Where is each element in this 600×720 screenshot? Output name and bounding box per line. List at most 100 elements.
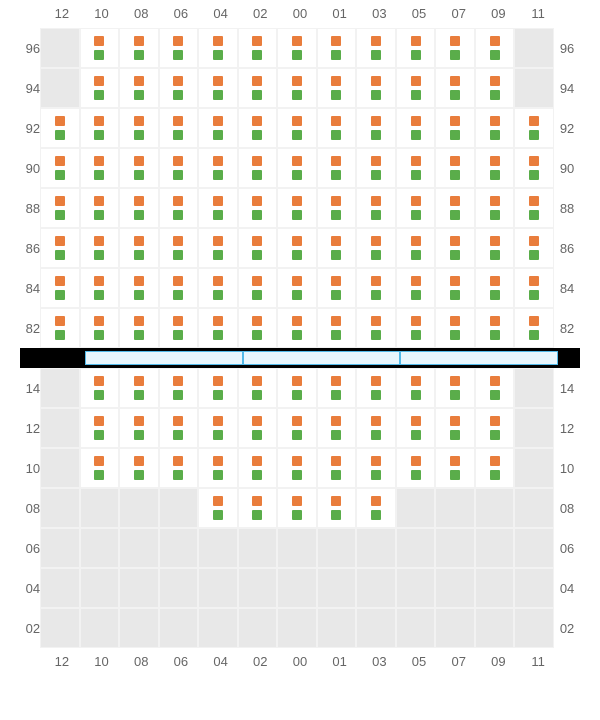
seat-cell[interactable] (356, 448, 396, 488)
seat-cell[interactable] (198, 28, 238, 68)
seat-cell[interactable] (277, 228, 317, 268)
seat-cell[interactable] (317, 448, 357, 488)
seat-cell[interactable] (80, 308, 120, 348)
seat-cell[interactable] (356, 68, 396, 108)
seat-cell[interactable] (159, 148, 199, 188)
seat-cell[interactable] (317, 148, 357, 188)
seat-cell[interactable] (159, 68, 199, 108)
seat-cell[interactable] (119, 188, 159, 228)
seat-cell[interactable] (198, 308, 238, 348)
seat-cell[interactable] (277, 28, 317, 68)
seat-cell[interactable] (159, 28, 199, 68)
seat-cell[interactable] (159, 268, 199, 308)
seat-cell[interactable] (475, 28, 515, 68)
seat-cell[interactable] (198, 448, 238, 488)
seat-cell[interactable] (198, 108, 238, 148)
seat-cell[interactable] (277, 368, 317, 408)
seat-cell[interactable] (40, 108, 80, 148)
seat-cell[interactable] (396, 108, 436, 148)
seat-cell[interactable] (435, 408, 475, 448)
seat-cell[interactable] (198, 188, 238, 228)
seat-cell[interactable] (198, 408, 238, 448)
seat-cell[interactable] (238, 148, 278, 188)
seat-cell[interactable] (396, 28, 436, 68)
seat-cell[interactable] (198, 488, 238, 528)
seat-cell[interactable] (277, 188, 317, 228)
seat-cell[interactable] (356, 188, 396, 228)
seat-cell[interactable] (317, 68, 357, 108)
seat-cell[interactable] (40, 148, 80, 188)
seat-cell[interactable] (119, 308, 159, 348)
seat-cell[interactable] (475, 268, 515, 308)
seat-cell[interactable] (435, 188, 475, 228)
seat-cell[interactable] (198, 68, 238, 108)
seat-cell[interactable] (238, 68, 278, 108)
seat-cell[interactable] (119, 368, 159, 408)
seat-cell[interactable] (317, 28, 357, 68)
seat-cell[interactable] (475, 448, 515, 488)
seat-cell[interactable] (40, 188, 80, 228)
seat-cell[interactable] (40, 308, 80, 348)
seat-cell[interactable] (396, 308, 436, 348)
seat-cell[interactable] (119, 68, 159, 108)
seat-cell[interactable] (435, 448, 475, 488)
seat-cell[interactable] (277, 268, 317, 308)
seat-cell[interactable] (317, 228, 357, 268)
seat-cell[interactable] (40, 268, 80, 308)
seat-cell[interactable] (277, 148, 317, 188)
seat-cell[interactable] (277, 108, 317, 148)
seat-cell[interactable] (119, 108, 159, 148)
seat-cell[interactable] (119, 28, 159, 68)
seat-cell[interactable] (356, 268, 396, 308)
seat-cell[interactable] (396, 228, 436, 268)
seat-cell[interactable] (514, 308, 554, 348)
seat-cell[interactable] (356, 108, 396, 148)
seat-cell[interactable] (475, 108, 515, 148)
seat-cell[interactable] (356, 308, 396, 348)
seat-cell[interactable] (277, 308, 317, 348)
seat-cell[interactable] (475, 308, 515, 348)
seat-cell[interactable] (238, 28, 278, 68)
seat-cell[interactable] (396, 188, 436, 228)
seat-cell[interactable] (514, 188, 554, 228)
seat-cell[interactable] (356, 28, 396, 68)
seat-cell[interactable] (119, 148, 159, 188)
seat-cell[interactable] (277, 488, 317, 528)
seat-cell[interactable] (80, 448, 120, 488)
seat-cell[interactable] (119, 268, 159, 308)
seat-cell[interactable] (238, 408, 278, 448)
seat-cell[interactable] (238, 448, 278, 488)
seat-cell[interactable] (435, 228, 475, 268)
seat-cell[interactable] (317, 188, 357, 228)
seat-cell[interactable] (396, 148, 436, 188)
seat-cell[interactable] (317, 488, 357, 528)
seat-cell[interactable] (159, 448, 199, 488)
seat-cell[interactable] (277, 448, 317, 488)
seat-cell[interactable] (396, 368, 436, 408)
seat-cell[interactable] (317, 368, 357, 408)
seat-cell[interactable] (238, 488, 278, 528)
seat-cell[interactable] (80, 188, 120, 228)
seat-cell[interactable] (159, 108, 199, 148)
seat-cell[interactable] (435, 368, 475, 408)
seat-cell[interactable] (119, 228, 159, 268)
seat-cell[interactable] (514, 268, 554, 308)
seat-cell[interactable] (317, 108, 357, 148)
seat-cell[interactable] (475, 228, 515, 268)
seat-cell[interactable] (356, 488, 396, 528)
seat-cell[interactable] (198, 148, 238, 188)
seat-cell[interactable] (198, 368, 238, 408)
seat-cell[interactable] (435, 308, 475, 348)
seat-cell[interactable] (475, 188, 515, 228)
seat-cell[interactable] (317, 308, 357, 348)
seat-cell[interactable] (435, 68, 475, 108)
seat-cell[interactable] (238, 188, 278, 228)
seat-cell[interactable] (40, 228, 80, 268)
seat-cell[interactable] (514, 108, 554, 148)
seat-cell[interactable] (435, 268, 475, 308)
seat-cell[interactable] (356, 148, 396, 188)
seat-cell[interactable] (119, 448, 159, 488)
seat-cell[interactable] (159, 308, 199, 348)
seat-cell[interactable] (356, 368, 396, 408)
seat-cell[interactable] (396, 68, 436, 108)
